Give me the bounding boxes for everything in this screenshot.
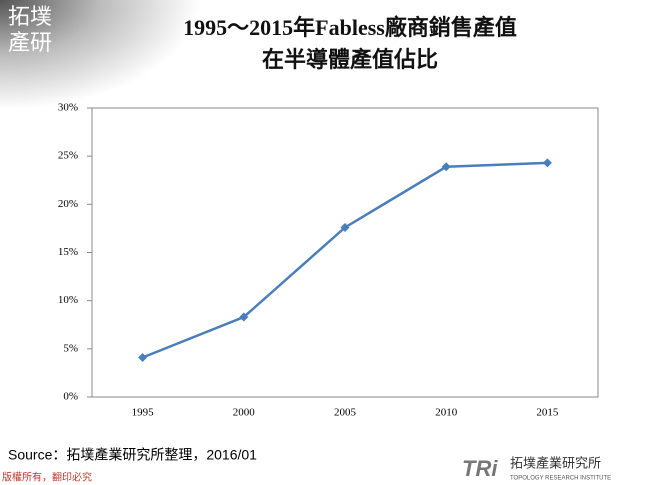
x-tick-label: 2005	[334, 407, 357, 419]
y-tick-label: 30%	[58, 102, 78, 114]
y-tick-label: 0%	[63, 391, 78, 403]
marker	[239, 312, 249, 322]
marker	[441, 162, 451, 172]
x-tick-label: 1995	[132, 407, 155, 419]
logo-line: 產研	[8, 31, 52, 56]
x-tick-label: 2000	[233, 407, 256, 419]
marker	[542, 158, 552, 168]
y-tick-label: 20%	[58, 198, 78, 210]
marker	[340, 222, 350, 232]
x-tick-label: 2015	[536, 407, 559, 419]
brand-mark: TRi	[462, 456, 498, 481]
logo-line: 拓墣	[8, 5, 52, 30]
corner-shade	[0, 0, 200, 110]
source: Source：拓墣產業研究所整理，2016/01	[8, 447, 257, 463]
x-tick-label: 2010	[435, 407, 458, 419]
brand-english: TOPOLOGY RESEARCH INSTITUTE	[510, 476, 611, 482]
brand-name: 拓墣產業研究所	[510, 455, 601, 470]
chart-title: 1995～2015年Fabless廠商銷售產值	[183, 15, 517, 40]
y-tick-label: 5%	[63, 342, 78, 354]
copyright: 版權所有，翻印必究	[2, 471, 92, 484]
y-tick-label: 10%	[58, 294, 78, 306]
chart-subtitle: 在半導體產值佔比	[262, 47, 438, 72]
y-tick-label: 15%	[58, 246, 78, 258]
y-tick-label: 25%	[58, 150, 78, 162]
marker	[138, 353, 148, 363]
